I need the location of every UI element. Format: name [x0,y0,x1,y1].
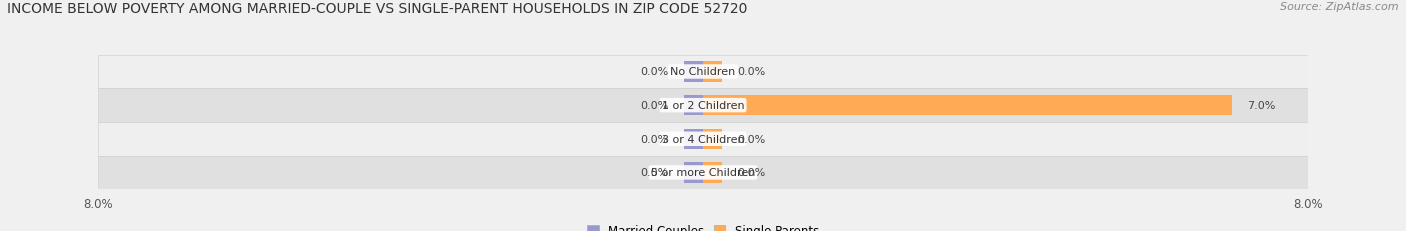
Bar [98,122,1308,156]
Text: 5 or more Children: 5 or more Children [651,168,755,178]
Bar [685,96,703,116]
Bar [685,129,703,149]
Text: 1 or 2 Children: 1 or 2 Children [662,101,744,111]
Text: Source: ZipAtlas.com: Source: ZipAtlas.com [1281,2,1399,12]
Legend: Married Couples, Single Parents: Married Couples, Single Parents [582,219,824,231]
Text: 3 or 4 Children: 3 or 4 Children [662,134,744,144]
Text: INCOME BELOW POVERTY AMONG MARRIED-COUPLE VS SINGLE-PARENT HOUSEHOLDS IN ZIP COD: INCOME BELOW POVERTY AMONG MARRIED-COUPL… [7,2,748,16]
Text: 0.0%: 0.0% [737,67,765,77]
Text: No Children: No Children [671,67,735,77]
Bar [98,89,1308,122]
Bar [703,62,721,82]
Text: 0.0%: 0.0% [641,134,669,144]
Text: 0.0%: 0.0% [641,101,669,111]
Bar [703,96,1232,116]
Bar [685,163,703,183]
Bar [703,129,721,149]
Bar [703,163,721,183]
Bar [685,62,703,82]
Text: 0.0%: 0.0% [641,168,669,178]
Text: 0.0%: 0.0% [737,168,765,178]
Text: 0.0%: 0.0% [737,134,765,144]
Text: 0.0%: 0.0% [641,67,669,77]
Text: 7.0%: 7.0% [1247,101,1275,111]
Bar [98,156,1308,189]
Bar [98,55,1308,89]
